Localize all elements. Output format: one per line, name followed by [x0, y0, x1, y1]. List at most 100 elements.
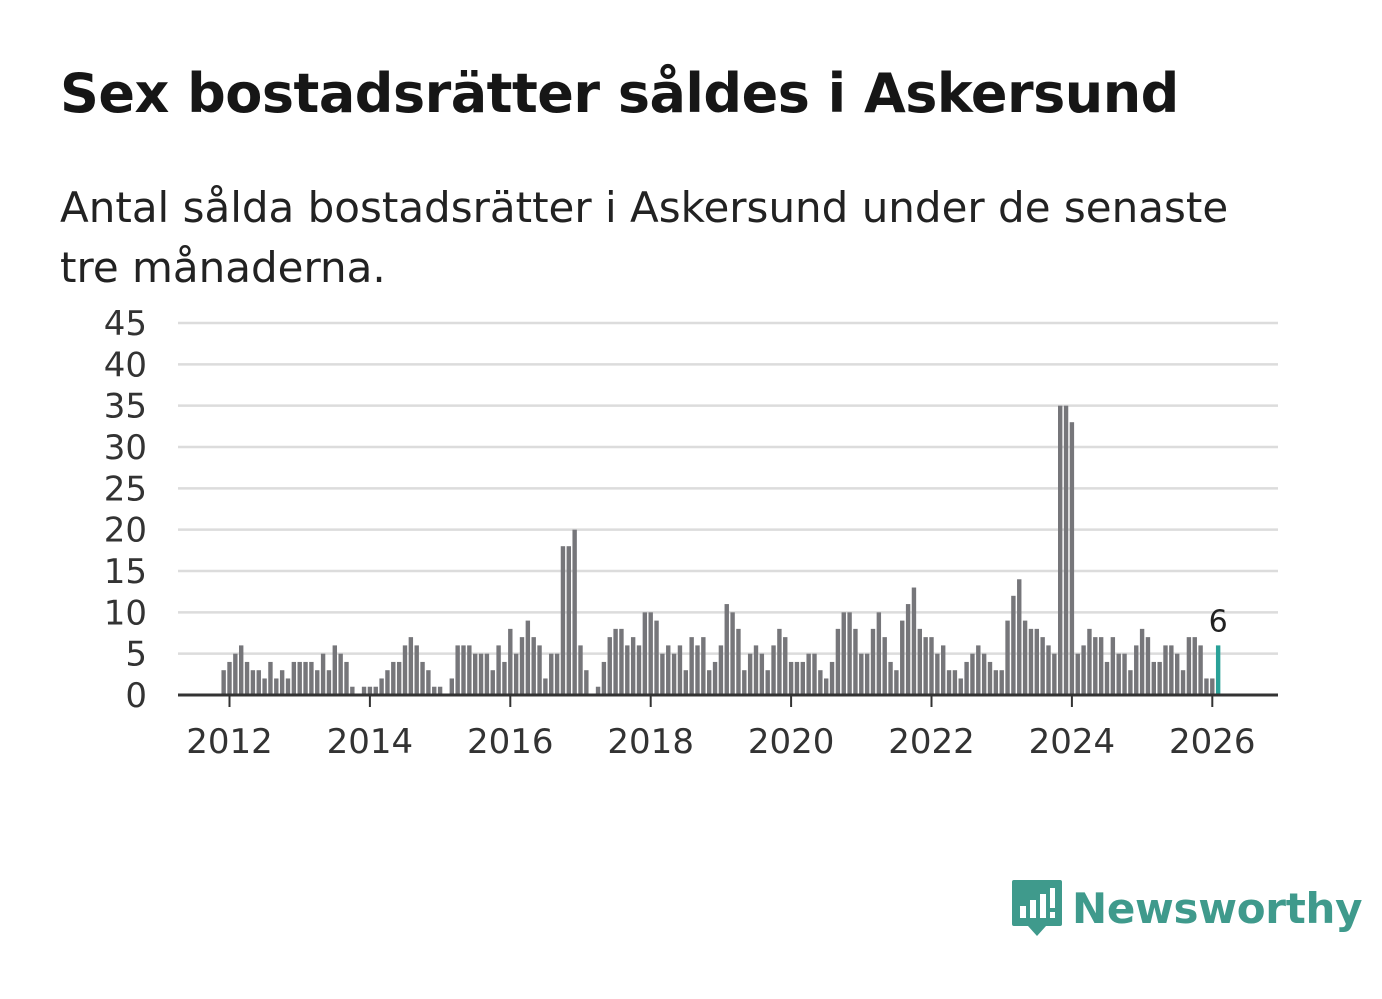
bar	[771, 645, 776, 695]
bar	[513, 653, 519, 695]
bar	[396, 661, 402, 695]
bar	[1017, 579, 1022, 695]
bar	[332, 645, 337, 695]
bar	[361, 686, 367, 695]
bar	[870, 628, 876, 695]
bar	[794, 661, 800, 695]
bar	[1022, 620, 1028, 695]
bar	[917, 628, 922, 695]
bar	[853, 628, 858, 695]
bar	[1011, 595, 1016, 695]
bar	[1139, 628, 1145, 695]
bar	[701, 637, 706, 695]
bar	[736, 628, 741, 695]
bar	[1186, 637, 1192, 695]
bar	[531, 637, 536, 695]
bar	[490, 670, 495, 695]
chart-subtitle: Antal sålda bostadsrätter i Askersund un…	[60, 183, 1229, 292]
y-tick-label: 25	[104, 469, 147, 509]
bar	[537, 645, 542, 695]
bar	[1087, 628, 1092, 695]
bar	[601, 661, 607, 695]
bar	[1128, 670, 1133, 695]
bar	[338, 653, 343, 695]
y-tick-label: 5	[125, 635, 147, 675]
bar	[607, 637, 612, 695]
bar	[1046, 645, 1051, 695]
bar	[274, 678, 279, 695]
bar	[566, 546, 571, 695]
bar	[1098, 637, 1104, 695]
bar	[1145, 637, 1151, 695]
bar	[847, 612, 852, 695]
bar	[753, 645, 759, 695]
y-tick-label: 45	[104, 304, 147, 344]
bar	[572, 529, 577, 695]
bar	[1122, 653, 1127, 695]
bar	[1116, 653, 1121, 695]
bar	[1075, 653, 1080, 695]
y-tick-label: 30	[104, 428, 147, 468]
y-tick-label: 40	[104, 345, 147, 385]
bar	[613, 628, 618, 695]
bar	[1052, 653, 1057, 695]
x-tick-label: 2024	[1029, 722, 1116, 762]
bar	[941, 645, 946, 695]
chart-title: Sex bostadsrätter såldes i Askersund	[60, 62, 1179, 125]
x-tick-label: 2012	[186, 722, 273, 762]
bar	[595, 686, 601, 695]
bar	[999, 670, 1004, 695]
y-tick-label: 10	[104, 593, 147, 633]
bar	[320, 653, 326, 695]
bar	[707, 670, 712, 695]
bar	[1151, 661, 1156, 695]
bar	[239, 645, 244, 695]
y-tick-label: 20	[104, 511, 147, 551]
bar	[402, 645, 408, 695]
bar	[309, 661, 314, 695]
x-tick-label: 2014	[327, 722, 414, 762]
bar	[1110, 637, 1116, 695]
bar	[373, 686, 378, 695]
bar	[432, 686, 437, 695]
bar	[625, 645, 630, 695]
bar	[297, 661, 302, 695]
bar	[648, 612, 653, 695]
bar	[1063, 405, 1069, 695]
bar-highlight	[1215, 645, 1221, 695]
bar	[824, 678, 829, 695]
bar	[291, 661, 297, 695]
bar	[1034, 628, 1039, 695]
bar	[783, 637, 788, 695]
bar	[1157, 661, 1162, 695]
bar	[391, 661, 396, 695]
bar	[1169, 645, 1174, 695]
bar	[905, 604, 911, 695]
newsworthy-logo[interactable]: Newsworthy	[1010, 878, 1362, 938]
bar	[765, 670, 770, 695]
bar	[279, 670, 285, 695]
bar	[759, 653, 765, 695]
bar	[478, 653, 484, 695]
bar	[285, 678, 291, 695]
bar	[923, 637, 928, 695]
x-tick-label: 2026	[1169, 722, 1256, 762]
bar	[508, 628, 513, 695]
bar	[367, 686, 373, 695]
bar	[970, 653, 975, 695]
bar	[882, 637, 887, 695]
bar	[262, 678, 267, 695]
bar	[952, 670, 958, 695]
bar	[958, 678, 963, 695]
bar	[666, 645, 671, 695]
bar	[426, 670, 431, 695]
bar	[911, 587, 917, 695]
bar	[818, 670, 823, 695]
bar	[437, 686, 443, 695]
y-tick-label: 35	[104, 387, 147, 427]
bar	[935, 653, 940, 695]
bar	[221, 670, 226, 695]
axis-layer	[178, 693, 1278, 707]
bar	[502, 661, 507, 695]
bar	[414, 645, 419, 695]
